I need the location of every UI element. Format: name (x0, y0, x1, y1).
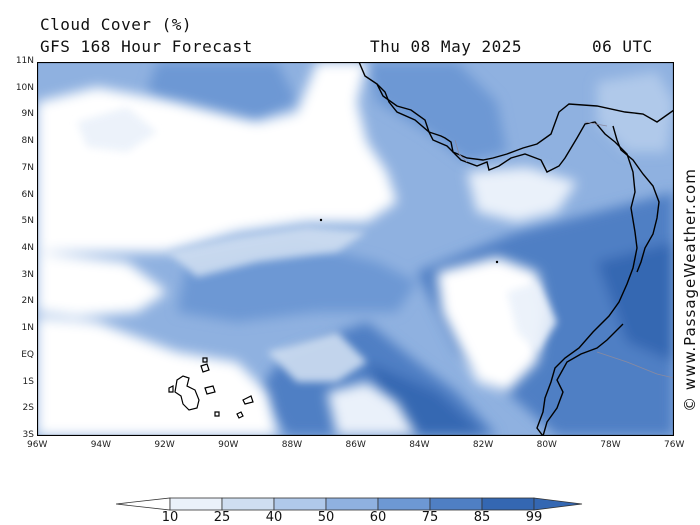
lat-tick-label: 11N (15, 56, 34, 66)
lon-tick-label: 96W (27, 440, 48, 450)
colorbar-bin-25-40 (221, 497, 275, 511)
colorbar-label: 60 (369, 510, 387, 525)
colorbar-bin-60-75 (377, 497, 431, 511)
galapagos-santa-cruz (204, 385, 216, 395)
clear-west-tongue (37, 252, 167, 317)
coastline-ecuador (542, 323, 624, 436)
lat-tick-label: 3S (22, 430, 34, 440)
galapagos-fernandina (168, 385, 174, 393)
lon-tick-label: 78W (600, 440, 621, 450)
galapagos-marchena (202, 357, 208, 363)
colorbar-bin-75-85 (429, 497, 483, 511)
colorbar (116, 497, 583, 511)
halo-3 (77, 107, 157, 152)
lat-tick-label: 5N (21, 216, 34, 227)
forecast-date: Thu 08 May 2025 (370, 37, 522, 56)
lon-tick-label: 76W (664, 440, 685, 450)
colorbar-label: 50 (317, 510, 335, 525)
coastline-colombia (612, 125, 660, 273)
halo-4 (507, 282, 557, 352)
lat-tick-label: 2S (22, 403, 34, 414)
lat-tick-label: 10N (15, 82, 34, 93)
island-malpelo (495, 260, 499, 264)
forecast-subtitle: GFS 168 Hour Forecast (40, 37, 253, 56)
lon-tick-label: 82W (472, 440, 494, 450)
lat-tick-label: 6N (21, 189, 34, 200)
lat-tick-label: EQ (21, 349, 34, 360)
country-border (454, 121, 674, 379)
colorbar-label: 40 (265, 510, 283, 525)
galapagos-isabela (174, 375, 200, 411)
clear-northeast-gap (467, 167, 577, 222)
galapagos-santiago (200, 363, 210, 373)
clear-southwest (37, 317, 277, 436)
credit-text: © www.PassageWeather.com (681, 168, 699, 412)
colorbar-min-arrow (116, 497, 171, 511)
halo-2 (267, 332, 367, 382)
lat-tick-label: 1S (22, 376, 34, 387)
forecast-time: 06 UTC (592, 37, 653, 56)
cloud-dense-ne (367, 62, 507, 162)
map-title: Cloud Cover (%) (40, 15, 192, 34)
lon-tick-label: 94W (90, 440, 112, 450)
map-canvas (37, 62, 674, 436)
lat-tick-label: 8N (21, 136, 34, 147)
colorbar-label: 75 (421, 510, 439, 525)
colorbar-bin-85-99 (481, 497, 535, 511)
galapagos-espanola (236, 411, 244, 419)
lon-tick-label: 88W (281, 440, 303, 450)
island-cocos (319, 218, 323, 222)
galapagos-islands (168, 357, 254, 419)
lat-tick-label: 1N (21, 323, 34, 334)
clear-south (327, 382, 417, 436)
lon-tick-label: 92W (154, 440, 175, 450)
cloud-dense-se (597, 242, 674, 362)
lon-tick-label: 86W (345, 440, 366, 450)
lat-tick-label: 9N (21, 109, 34, 120)
colorbar-label: 85 (473, 510, 491, 525)
colorbar-bin-50-60 (325, 497, 379, 511)
halo-1 (167, 227, 367, 277)
colorbar-bin-10-25 (169, 497, 223, 511)
lat-tick-label: 2N (21, 296, 34, 307)
map-frame (37, 62, 674, 436)
colorbar-max-arrow (533, 497, 583, 511)
colorbar-label: 99 (525, 510, 543, 525)
lat-tick-label: 7N (21, 162, 34, 173)
lat-tick-label: 4N (21, 243, 34, 253)
cloud-halo-layer (77, 107, 557, 382)
credit-watermark: © www.PassageWeather.com (680, 150, 700, 430)
lon-tick-label: 84W (409, 440, 430, 450)
lon-tick-label: 90W (218, 440, 239, 450)
clear-far-ne (597, 72, 674, 152)
galapagos-floreana (214, 411, 220, 417)
coastline-central-america (358, 62, 674, 161)
lat-tick-label: 3N (21, 269, 34, 280)
colorbar-label: 25 (213, 510, 231, 525)
cloud-cover-map (37, 62, 674, 436)
colorbar-bin-40-50 (273, 497, 327, 511)
colorbar-label: 10 (161, 510, 179, 525)
coastline-pacific (376, 83, 638, 436)
lon-tick-label: 80W (536, 440, 557, 450)
galapagos-san-cristobal (242, 395, 254, 405)
